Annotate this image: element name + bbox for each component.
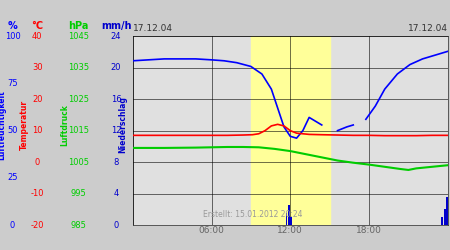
Text: 20: 20 <box>32 95 43 104</box>
Text: 1005: 1005 <box>68 158 89 166</box>
Text: 20: 20 <box>111 63 122 72</box>
Bar <box>251 36 329 225</box>
Bar <box>446 198 448 225</box>
Text: °C: °C <box>32 21 43 31</box>
Text: 17.12.04: 17.12.04 <box>408 24 448 34</box>
Text: 30: 30 <box>32 63 43 72</box>
Text: 8: 8 <box>113 158 119 166</box>
Text: %: % <box>8 21 18 31</box>
Text: 12: 12 <box>111 126 122 135</box>
Text: 1025: 1025 <box>68 95 89 104</box>
Text: 0: 0 <box>113 220 119 230</box>
Text: 985: 985 <box>71 220 87 230</box>
Text: 1035: 1035 <box>68 63 89 72</box>
Text: Erstellt: 15.01.2012 20:24: Erstellt: 15.01.2012 20:24 <box>202 210 302 219</box>
Bar <box>444 209 446 225</box>
Text: 0: 0 <box>35 158 40 166</box>
Bar <box>290 217 292 225</box>
Bar <box>285 213 288 225</box>
Text: 50: 50 <box>7 126 18 135</box>
Text: -20: -20 <box>31 220 44 230</box>
Text: Luftdruck: Luftdruck <box>61 104 70 146</box>
Text: mm/h: mm/h <box>101 21 131 31</box>
Text: 1045: 1045 <box>68 32 89 41</box>
Text: Niederschlag: Niederschlag <box>118 96 127 154</box>
Text: Temperatur: Temperatur <box>20 100 29 150</box>
Text: Luftfeuchtigkeit: Luftfeuchtigkeit <box>0 90 6 160</box>
Text: 995: 995 <box>71 189 86 198</box>
Text: 17.12.04: 17.12.04 <box>133 24 173 34</box>
Text: 10: 10 <box>32 126 43 135</box>
Bar <box>441 217 443 225</box>
Text: 16: 16 <box>111 95 122 104</box>
Text: 0: 0 <box>10 220 15 230</box>
Text: 100: 100 <box>4 32 21 41</box>
Text: hPa: hPa <box>68 21 89 31</box>
Bar <box>288 205 290 225</box>
Text: 24: 24 <box>111 32 122 41</box>
Text: 75: 75 <box>7 79 18 88</box>
Text: 40: 40 <box>32 32 43 41</box>
Text: 25: 25 <box>7 173 18 182</box>
Text: -10: -10 <box>31 189 44 198</box>
Text: 1015: 1015 <box>68 126 89 135</box>
Text: 4: 4 <box>113 189 119 198</box>
